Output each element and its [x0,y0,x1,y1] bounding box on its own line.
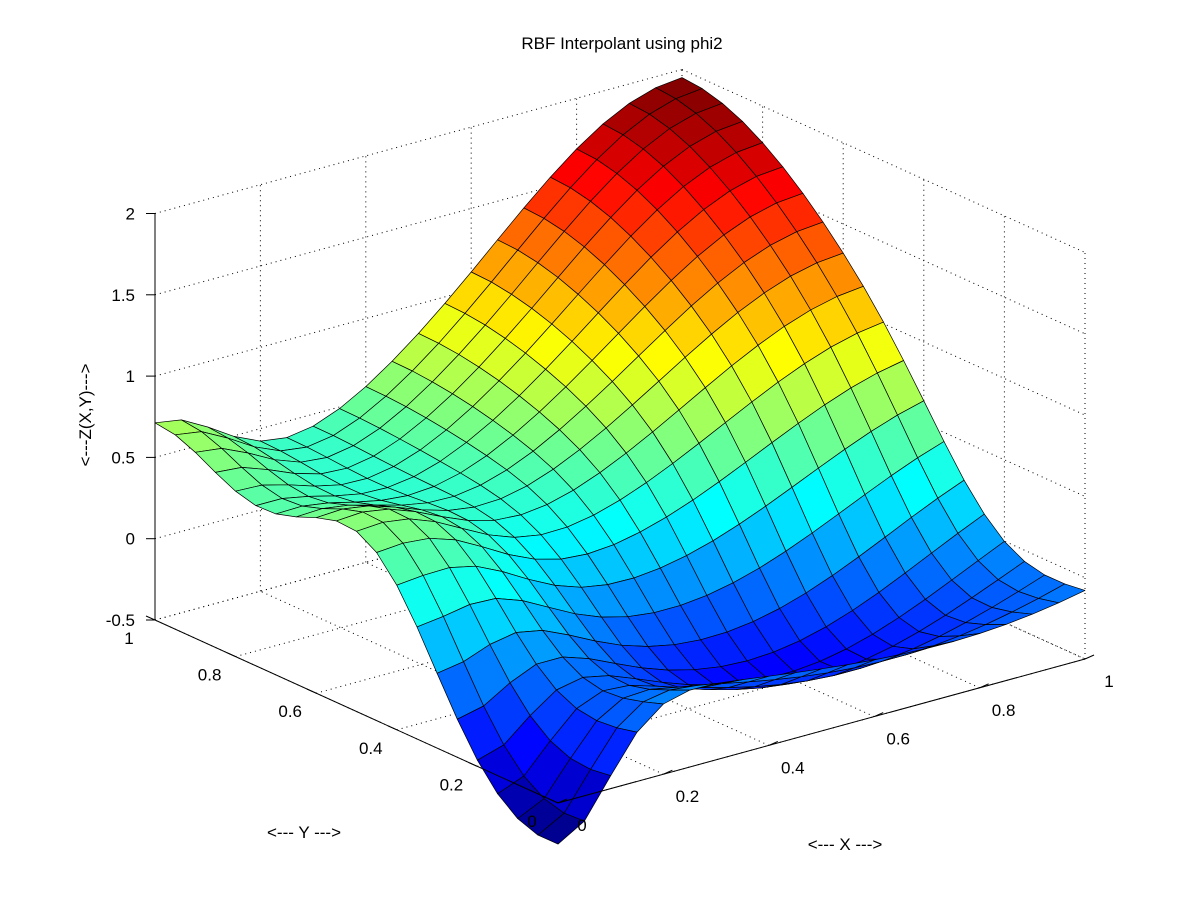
y-tick-label: 0.8 [198,666,222,685]
axis-layer [145,213,1095,804]
x-tick-label: 0.2 [676,787,700,806]
x-tick-label: 0.8 [992,701,1016,720]
x-tick-label: 1 [1104,672,1113,691]
y-tick-mark [226,652,236,658]
y-tick-mark [387,725,398,731]
y-axis-line [154,619,559,804]
z-tick-label: 0 [126,530,135,549]
surface-patch [537,812,585,845]
y-tick-mark [306,688,317,694]
z-tick-label: 1 [126,367,135,386]
y-axis-title: <--- Y ---> [267,823,341,842]
x-tick-label: 0.4 [781,758,805,777]
label-layer: 00.20.40.60.8100.20.40.60.81-0.500.511.5… [106,205,1114,836]
x-tick-mark [768,740,779,746]
z-tick-label: 1.5 [111,286,135,305]
y-tick-mark [548,798,559,804]
chart-title: RBF Interpolant using phi2 [521,34,722,53]
x-axis-line [557,658,1086,804]
x-tick-mark [1084,654,1095,660]
x-tick-mark [663,769,673,775]
z-grid-line-back [154,69,683,214]
x-tick-label: 0.6 [886,730,910,749]
z-tick-label: 2 [126,205,135,224]
z-axis-title: <---Z(X,Y)---> [76,363,95,466]
y-tick-label: 1 [124,629,133,648]
y-tick-mark [145,615,156,621]
y-tick-label: 0.4 [359,739,383,758]
x-tick-mark [979,683,989,689]
z-tick-label: -0.5 [106,611,135,630]
surface-layer [154,77,1086,845]
x-axis-title: <--- X ---> [808,835,883,854]
y-tick-mark [468,761,478,767]
y-tick-label: 0.2 [440,775,464,794]
y-tick-label: 0.6 [278,702,302,721]
x-tick-label: 0 [577,816,586,835]
x-tick-mark [557,798,568,804]
x-tick-mark [873,712,884,718]
z-tick-label: 0.5 [111,448,135,467]
y-tick-label: 0 [527,812,536,831]
